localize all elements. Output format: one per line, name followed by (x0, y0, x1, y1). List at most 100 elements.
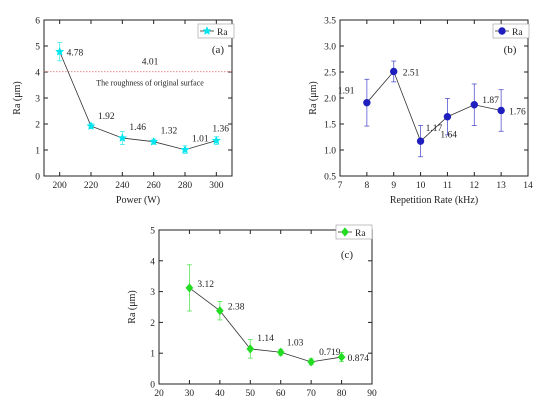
x-tick-label: 60 (276, 389, 286, 399)
y-tick-label: 1.0 (324, 147, 336, 157)
y-tick-label: 3 (35, 95, 40, 105)
data-label: 0.719 (319, 348, 341, 358)
chart-panel-c: 2030405060708090012345Overlapping Rate o… (127, 224, 377, 399)
x-tick-label: 12 (470, 181, 480, 191)
x-tick-label: 40 (215, 389, 225, 399)
y-axis-title: Ra (μm) (308, 81, 319, 114)
y-tick-label: 0.5 (324, 173, 336, 183)
x-tick-label: 7 (338, 181, 343, 191)
data-point (180, 144, 190, 154)
data-point (307, 357, 315, 367)
x-tick-label: 220 (84, 181, 99, 191)
x-tick-label: 30 (185, 389, 195, 399)
x-tick-label: 300 (209, 181, 224, 191)
y-tick-label: 5 (150, 227, 155, 237)
data-label: 1.64 (440, 131, 457, 141)
legend-label: Ra (217, 28, 228, 38)
y-tick-label: 0 (35, 173, 40, 183)
y-tick-label: 1 (150, 350, 155, 360)
data-point (470, 101, 478, 109)
data-point (246, 344, 255, 354)
y-tick-label: 3.5 (324, 17, 336, 27)
data-point (337, 352, 346, 362)
x-tick-label: 80 (337, 389, 347, 399)
plot-frame (158, 229, 373, 385)
data-point (149, 136, 159, 146)
x-axis-title: Repetition Rate (kHz) (390, 195, 478, 206)
y-tick-label: 6 (35, 17, 40, 27)
y-tick-label: 3 (150, 288, 155, 298)
y-tick-label: 5 (35, 43, 40, 53)
data-point (443, 113, 452, 121)
plot-frame (339, 19, 529, 177)
series-line (189, 287, 342, 363)
x-tick-label: 20 (154, 389, 164, 399)
data-label: 1.01 (192, 135, 209, 145)
data-label: 1.92 (98, 112, 115, 122)
data-point (211, 135, 221, 145)
panel-label: (a) (212, 44, 225, 56)
x-axis-title: Power (W) (116, 195, 160, 206)
y-tick-label: 3.0 (324, 43, 336, 53)
data-point (185, 283, 194, 293)
panel-label: (b) (504, 44, 517, 56)
x-tick-label: 10 (416, 181, 426, 191)
panel-label: (c) (341, 249, 354, 261)
y-axis-title: Ra (μm) (12, 81, 23, 114)
series-line (366, 70, 502, 142)
y-tick-label: 0 (150, 381, 155, 391)
data-label: 1.46 (129, 123, 146, 133)
x-tick-label: 13 (496, 181, 506, 191)
data-label: 1.32 (161, 127, 178, 137)
data-label: 1.14 (257, 334, 274, 344)
data-point (55, 46, 65, 56)
data-point (497, 106, 505, 115)
x-tick-label: 50 (246, 389, 256, 399)
legend-marker (202, 26, 212, 35)
data-label: 1.36 (212, 125, 229, 135)
data-point (117, 133, 127, 142)
data-label: 1.03 (287, 338, 304, 348)
y-axis-title: Ra (μm) (127, 290, 138, 323)
data-label: 4.78 (67, 49, 84, 59)
x-tick-label: 11 (443, 181, 452, 191)
y-tick-label: 4 (35, 69, 40, 79)
legend-label: Ra (355, 229, 366, 239)
x-tick-label: 90 (367, 389, 377, 399)
y-tick-label: 2 (150, 319, 155, 329)
data-label: 1.17 (426, 124, 443, 134)
x-tick-label: 14 (523, 181, 533, 191)
chart-panel-b: 7 8 9 10 11 12 13 14 0.5 1.0 1.5 2.0 2.5 3.0 3.5 Repeti… (308, 17, 533, 207)
reference-value-label: 4.01 (142, 58, 159, 68)
y-tick-label: 4 (150, 257, 155, 267)
data-label: 2.51 (403, 68, 420, 78)
legend-label: Ra (512, 28, 523, 38)
data-label: 3.12 (197, 280, 214, 290)
x-tick-label: 200 (53, 181, 68, 191)
plot-frame (43, 19, 233, 177)
data-point (363, 98, 371, 107)
legend: Ra (335, 224, 373, 240)
x-tick-label: 70 (306, 389, 316, 399)
data-point (276, 347, 285, 357)
reference-line-label: The roughness of original surface (96, 79, 204, 88)
data-label: 1.91 (338, 87, 355, 97)
y-tick-label: 2 (35, 121, 40, 131)
y-tick-label: 2.0 (324, 95, 336, 105)
legend: Ra (197, 23, 235, 39)
legend-marker (341, 227, 349, 237)
chart-panel-a: 200 220 240 260 280 300 0 1 2 3 4 5 6 Power (W) Ra (μm… (12, 17, 235, 206)
x-tick-label: 280 (178, 181, 193, 191)
data-label: 1.76 (509, 107, 526, 117)
legend-marker (498, 27, 506, 35)
y-tick-label: 1.5 (324, 121, 336, 131)
data-point (416, 137, 425, 145)
data-point (216, 306, 224, 316)
x-tick-label: 8 (364, 181, 369, 191)
data-label: 0.874 (348, 354, 370, 364)
data-label: 1.87 (482, 96, 499, 106)
y-tick-label: 1 (35, 147, 40, 157)
data-point (86, 121, 96, 131)
x-tick-label: 9 (391, 181, 396, 191)
